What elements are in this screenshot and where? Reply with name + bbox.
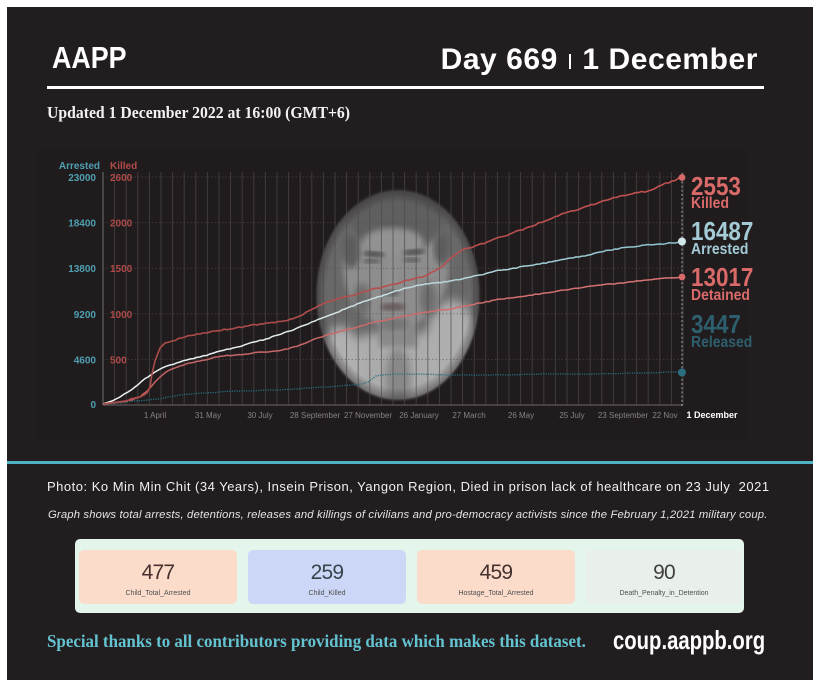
svg-text:30 July: 30 July xyxy=(247,411,272,420)
svg-text:Detained: Detained xyxy=(691,287,750,304)
svg-text:Arrested: Arrested xyxy=(691,241,748,258)
svg-text:4600: 4600 xyxy=(74,355,97,366)
svg-text:Released: Released xyxy=(691,334,752,351)
svg-text:2600: 2600 xyxy=(110,173,133,184)
svg-text:1 April: 1 April xyxy=(144,411,166,420)
svg-text:18400: 18400 xyxy=(68,219,96,230)
svg-text:Killed: Killed xyxy=(110,161,137,172)
svg-text:23000: 23000 xyxy=(68,173,96,184)
svg-text:16487: 16487 xyxy=(691,218,753,247)
svg-text:26 May: 26 May xyxy=(508,411,534,420)
svg-text:Arrested: Arrested xyxy=(59,161,100,172)
svg-text:2000: 2000 xyxy=(110,219,133,230)
svg-text:2553: 2553 xyxy=(691,173,741,202)
svg-text:1500: 1500 xyxy=(110,264,133,275)
svg-text:26 January: 26 January xyxy=(399,411,439,420)
svg-text:27 March: 27 March xyxy=(452,411,485,420)
svg-text:1000: 1000 xyxy=(110,310,133,321)
svg-text:22 Nov: 22 Nov xyxy=(652,411,677,420)
svg-text:13017: 13017 xyxy=(691,264,753,293)
svg-text:27 November: 27 November xyxy=(344,411,392,420)
svg-text:3447: 3447 xyxy=(691,311,741,340)
svg-text:Killed: Killed xyxy=(691,195,729,212)
svg-text:25 July: 25 July xyxy=(559,411,584,420)
svg-text:500: 500 xyxy=(110,355,127,366)
svg-text:23 September: 23 September xyxy=(598,411,649,420)
svg-text:0: 0 xyxy=(90,400,96,411)
svg-text:28 September: 28 September xyxy=(290,411,341,420)
svg-text:1 December: 1 December xyxy=(686,410,738,420)
svg-text:31 May: 31 May xyxy=(195,411,221,420)
svg-text:9200: 9200 xyxy=(74,310,97,321)
svg-text:13800: 13800 xyxy=(68,264,96,275)
